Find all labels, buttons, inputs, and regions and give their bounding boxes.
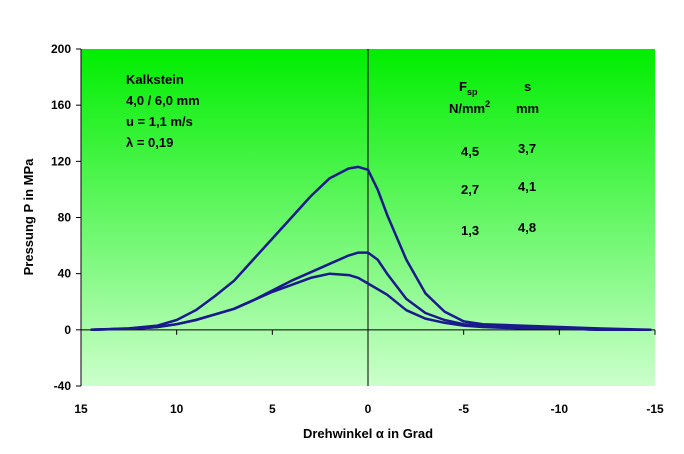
x-tick-label: 5: [269, 402, 276, 416]
x-tick-label: -10: [551, 402, 569, 416]
fsp-header-sub: sp: [467, 87, 478, 97]
x-tick-label: 10: [170, 402, 184, 416]
x-tick-label: 15: [74, 402, 88, 416]
fsp-value-row-3: 1,3: [461, 223, 479, 238]
s-value-row-1: 3,7: [518, 141, 536, 156]
y-tick-label: 40: [58, 267, 72, 281]
y-tick-label: 160: [51, 98, 71, 112]
x-tick-label: 0: [365, 402, 372, 416]
parameter-table: Fsp N/mm2 s mm 4,5 3,7 2,7 4,1 1,3 4,8: [449, 79, 539, 238]
y-tick-label: 200: [51, 42, 71, 56]
annotation-size: 4,0 / 6,0 mm: [126, 93, 200, 108]
annotation-box: Kalkstein 4,0 / 6,0 mm u = 1,1 m/s λ = 0…: [126, 72, 200, 150]
series-layer: [90, 165, 652, 332]
y-axis-title: Pressung P in MPa: [21, 158, 36, 276]
s-unit: mm: [516, 101, 539, 116]
fsp-unit-sup: 2: [485, 99, 490, 109]
s-value-row-2: 4,1: [518, 179, 536, 194]
y-tick-label: 120: [51, 154, 71, 168]
x-tick-label: -15: [646, 402, 664, 416]
y-tick-label: -40: [54, 379, 72, 393]
annotation-lambda: λ = 0,19: [126, 135, 173, 150]
series-line-3: [90, 272, 652, 332]
fsp-header: Fsp: [459, 79, 478, 97]
x-axis-title: Drehwinkel α in Grad: [303, 426, 433, 441]
series-line-1: [90, 165, 652, 332]
fsp-value-row-1: 4,5: [461, 144, 479, 159]
tick-labels: 15 10 5 0 -5 -10 -15 -40 0 40 80 120 160 200: [51, 42, 664, 416]
fsp-unit: N/mm2: [449, 99, 490, 116]
s-value-row-3: 4,8: [518, 220, 536, 235]
y-tick-label: 0: [64, 323, 71, 337]
s-header: s: [524, 79, 531, 94]
y-tick-label: 80: [58, 211, 72, 225]
x-tick-label: -5: [458, 402, 469, 416]
fsp-unit-main: N/mm: [449, 101, 485, 116]
fsp-value-row-2: 2,7: [461, 182, 479, 197]
annotation-velocity: u = 1,1 m/s: [126, 114, 193, 129]
annotation-material: Kalkstein: [126, 72, 184, 87]
axes: [76, 48, 656, 387]
fsp-header-main: F: [459, 79, 467, 94]
